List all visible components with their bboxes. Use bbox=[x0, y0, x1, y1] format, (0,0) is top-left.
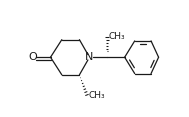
Text: N: N bbox=[85, 52, 94, 62]
Text: CH₃: CH₃ bbox=[89, 91, 105, 100]
Text: O: O bbox=[29, 52, 37, 62]
Text: CH₃: CH₃ bbox=[109, 32, 125, 41]
